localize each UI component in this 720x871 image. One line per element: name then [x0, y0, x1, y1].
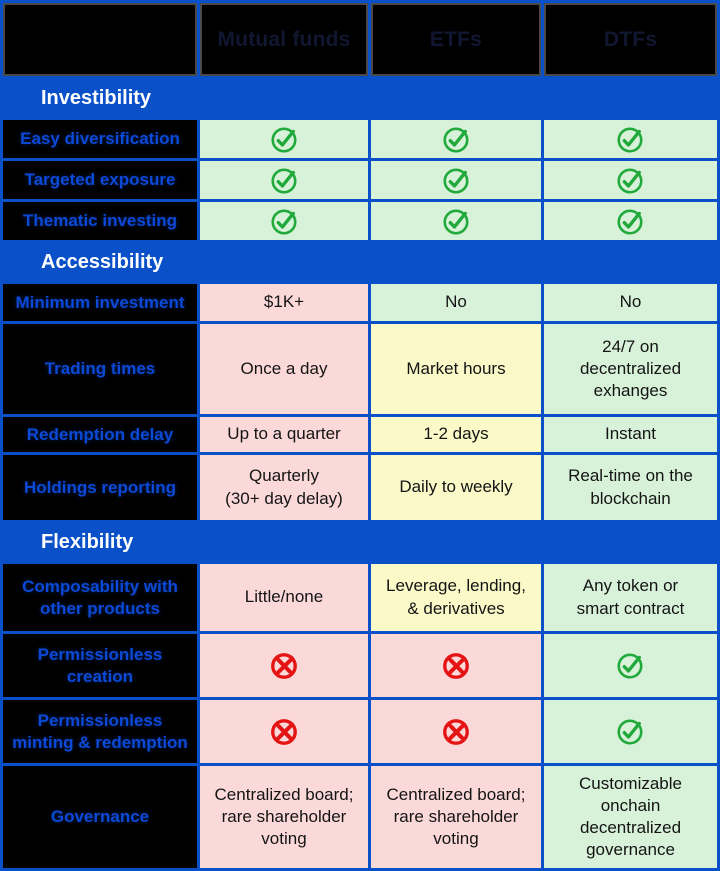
section-header-investibility: Investibility: [3, 79, 717, 117]
row-label-easy-diversification: Easy diversification: [3, 120, 197, 158]
cell-check-targeted-exposure-etfs: [371, 161, 541, 199]
cross-circle-icon: [442, 719, 469, 745]
table-row-composability-with-other-products: Composability with other products Little/…: [3, 564, 717, 631]
check-circle-icon: [617, 208, 643, 235]
column-header-empty: [3, 3, 197, 76]
table-row-thematic-investing: Thematic investing: [3, 202, 717, 240]
check-circle-icon: [270, 126, 297, 153]
cell-text-governance-etfs: Centralized board; rare shareholder voti…: [371, 766, 541, 868]
cell-text-minimum-investment-dtfs: No: [544, 284, 717, 321]
cell-cross-permissionless-minting-redemption-mutual-funds: [200, 700, 368, 763]
cross-circle-icon: [270, 719, 297, 745]
cell-check-permissionless-minting-redemption-dtfs: [544, 700, 717, 763]
cell-check-thematic-investing-mutual-funds: [200, 202, 368, 240]
table-row-redemption-delay: Redemption delay Up to a quarter 1-2 days I…: [3, 417, 717, 452]
check-circle-icon: [270, 208, 297, 235]
cell-text-holdings-reporting-mutual-funds: Quarterly (30+ day delay): [200, 455, 368, 520]
cell-check-targeted-exposure-mutual-funds: [200, 161, 368, 199]
cell-check-thematic-investing-etfs: [371, 202, 541, 240]
table-row-easy-diversification: Easy diversification: [3, 120, 717, 158]
cell-text-redemption-delay-etfs: 1-2 days: [371, 417, 541, 452]
cell-check-easy-diversification-etfs: [371, 120, 541, 158]
check-circle-icon: [442, 126, 469, 153]
table-row-governance: Governance Centralized board; rare shareh…: [3, 766, 717, 868]
cell-check-easy-diversification-mutual-funds: [200, 120, 368, 158]
table-row-minimum-investment: Minimum investment $1K+ No No: [3, 284, 717, 321]
cell-text-holdings-reporting-etfs: Daily to weekly: [371, 455, 541, 520]
row-label-thematic-investing: Thematic investing: [3, 202, 197, 240]
row-label-minimum-investment: Minimum investment: [3, 284, 197, 321]
table-row-permissionless-creation: Permissionless creation: [3, 634, 717, 697]
row-label-trading-times: Trading times: [3, 324, 197, 414]
cell-text-holdings-reporting-dtfs: Real-time on the blockchain: [544, 455, 717, 520]
cell-check-targeted-exposure-dtfs: [544, 161, 717, 199]
table-header-row: Mutual funds ETFs DTFs: [3, 3, 717, 76]
cell-text-composability-with-other-products-mutual-funds: Little/none: [200, 564, 368, 631]
cell-text-governance-dtfs: Customizable onchain decentralized gover…: [544, 766, 717, 868]
cell-text-redemption-delay-mutual-funds: Up to a quarter: [200, 417, 368, 452]
row-label-permissionless-creation: Permissionless creation: [3, 634, 197, 697]
check-circle-icon: [270, 167, 297, 194]
table-row-holdings-reporting: Holdings reporting Quarterly (30+ day del…: [3, 455, 717, 520]
cross-circle-icon: [442, 653, 469, 679]
check-circle-icon: [442, 208, 469, 235]
cell-text-minimum-investment-mutual-funds: $1K+: [200, 284, 368, 321]
check-circle-icon: [617, 719, 643, 745]
cell-text-trading-times-dtfs: 24/7 on decentralized exhanges: [544, 324, 717, 414]
check-circle-icon: [617, 653, 643, 679]
cell-cross-permissionless-minting-redemption-etfs: [371, 700, 541, 763]
cell-text-composability-with-other-products-dtfs: Any token or smart contract: [544, 564, 717, 631]
check-circle-icon: [617, 167, 643, 194]
cross-circle-icon: [270, 653, 297, 679]
cell-text-composability-with-other-products-etfs: Leverage, lending, & derivatives: [371, 564, 541, 631]
row-label-holdings-reporting: Holdings reporting: [3, 455, 197, 520]
table-row-permissionless-minting-redemption: Permissionless minting & redemption: [3, 700, 717, 763]
cell-check-permissionless-creation-dtfs: [544, 634, 717, 697]
section-header-accessibility: Accessibility: [3, 243, 717, 281]
cell-cross-permissionless-creation-etfs: [371, 634, 541, 697]
cell-check-easy-diversification-dtfs: [544, 120, 717, 158]
check-circle-icon: [442, 167, 469, 194]
row-label-governance: Governance: [3, 766, 197, 868]
row-label-redemption-delay: Redemption delay: [3, 417, 197, 452]
cell-text-minimum-investment-etfs: No: [371, 284, 541, 321]
cell-text-redemption-delay-dtfs: Instant: [544, 417, 717, 452]
section-header-flexibility: Flexibility: [3, 523, 717, 561]
column-header-etfs: ETFs: [371, 3, 541, 76]
column-header-mutual-funds: Mutual funds: [200, 3, 368, 76]
column-header-dtfs: DTFs: [544, 3, 717, 76]
cell-check-thematic-investing-dtfs: [544, 202, 717, 240]
check-circle-icon: [617, 126, 643, 153]
table-row-targeted-exposure: Targeted exposure: [3, 161, 717, 199]
table-row-trading-times: Trading times Once a day Market hours 24/7 …: [3, 324, 717, 414]
cell-text-trading-times-mutual-funds: Once a day: [200, 324, 368, 414]
row-label-permissionless-minting-redemption: Permissionless minting & redemption: [3, 700, 197, 763]
row-label-targeted-exposure: Targeted exposure: [3, 161, 197, 199]
cell-text-trading-times-etfs: Market hours: [371, 324, 541, 414]
cell-cross-permissionless-creation-mutual-funds: [200, 634, 368, 697]
row-label-composability-with-other-products: Composability with other products: [3, 564, 197, 631]
cell-text-governance-mutual-funds: Centralized board; rare shareholder voti…: [200, 766, 368, 868]
